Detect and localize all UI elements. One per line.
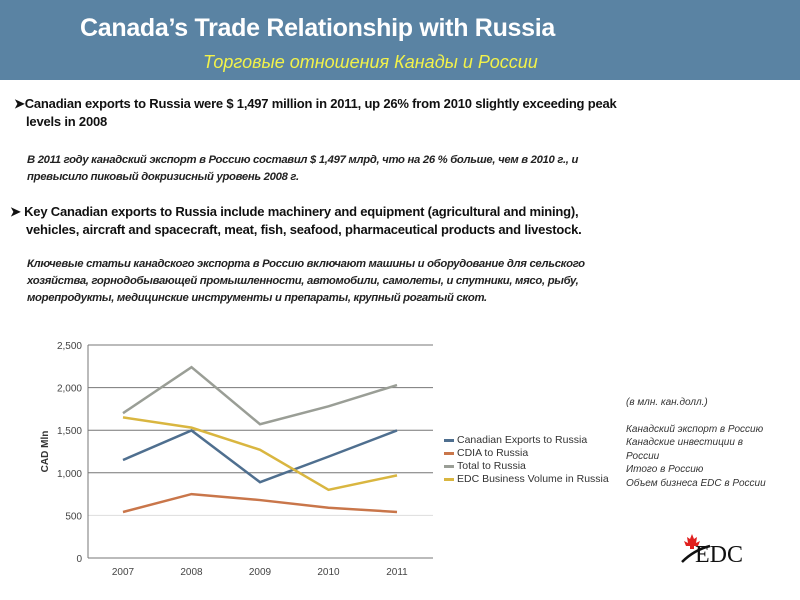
ru-legend-item: Объем бизнеса EDC в России xyxy=(626,477,766,489)
y-axis-label: CAD Mln xyxy=(40,431,51,473)
bullet-1-russian: В 2011 году канадский экспорт в Россию с… xyxy=(27,154,579,183)
x-tick-label: 2007 xyxy=(112,567,135,578)
legend-swatch xyxy=(444,439,454,442)
legend-swatch xyxy=(444,452,454,455)
y-tick-label: 0 xyxy=(76,554,82,565)
legend-item: EDC Business Volume in Russia xyxy=(444,473,609,486)
x-tick-label: 2011 xyxy=(386,567,408,578)
arrowhead-bullet-icon: ➤ xyxy=(10,204,21,219)
arrowhead-bullet-icon: ➤ xyxy=(14,96,25,111)
bullet-1: ➤Canadian exports to Russia were $ 1,497… xyxy=(14,96,617,129)
legend-swatch xyxy=(444,465,454,468)
ru-legend-item: Канадские инвестиции в xyxy=(626,437,743,448)
series-line xyxy=(122,416,398,492)
y-tick-label: 1,500 xyxy=(57,426,82,437)
legend-label: Canadian Exports to Russia xyxy=(457,434,588,446)
x-tick-label: 2008 xyxy=(180,567,203,578)
series-line xyxy=(122,365,398,426)
slide-header: Canada’s Trade Relationship with Russia … xyxy=(0,0,800,80)
edc-logo: EDC xyxy=(680,532,770,573)
slide-subtitle: Торговые отношения Канады и России xyxy=(203,52,538,72)
y-tick-label: 1,000 xyxy=(57,469,82,480)
legend-label: Total to Russia xyxy=(457,460,526,472)
slide-title: Canada’s Trade Relationship with Russia xyxy=(80,14,555,42)
bullet-2-russian: Ключевые статьи канадского экспорта в Ро… xyxy=(27,258,585,304)
legend-item: Total to Russia xyxy=(444,460,609,473)
units-label: (в млн. кан.долл.) xyxy=(626,397,708,408)
russian-legend: (в млн. кан.долл.) Канадский экспорт в Р… xyxy=(626,396,766,490)
line-chart: 0 500 1,000 1,500 2,000 2,500 2007 2008 2009 2010… xyxy=(40,341,433,578)
legend-label: CDIA to Russia xyxy=(457,447,529,459)
y-tick-label: 2,000 xyxy=(57,384,82,395)
ru-legend-item: Канадский экспорт в Россию xyxy=(626,423,764,435)
series-line xyxy=(122,429,398,484)
legend-item: Canadian Exports to Russia xyxy=(444,434,609,447)
maple-leaf-icon: EDC xyxy=(681,534,743,568)
ru-legend-item: Итого в Россию xyxy=(626,464,704,475)
legend-item: CDIA to Russia xyxy=(444,447,609,460)
bullet-2: ➤ Key Canadian exports to Russia include… xyxy=(10,204,582,237)
legend-label: EDC Business Volume in Russia xyxy=(457,473,609,485)
series-line xyxy=(122,492,398,514)
y-tick-label: 500 xyxy=(65,511,82,522)
svg-text:EDC: EDC xyxy=(695,542,743,568)
legend-swatch xyxy=(444,478,454,481)
ru-legend-item: России xyxy=(626,450,660,462)
y-tick-label: 2,500 xyxy=(57,341,82,352)
x-tick-label: 2009 xyxy=(249,567,272,578)
chart-legend: Canadian Exports to Russia CDIA to Russia… xyxy=(444,434,609,486)
x-tick-label: 2010 xyxy=(317,567,340,578)
